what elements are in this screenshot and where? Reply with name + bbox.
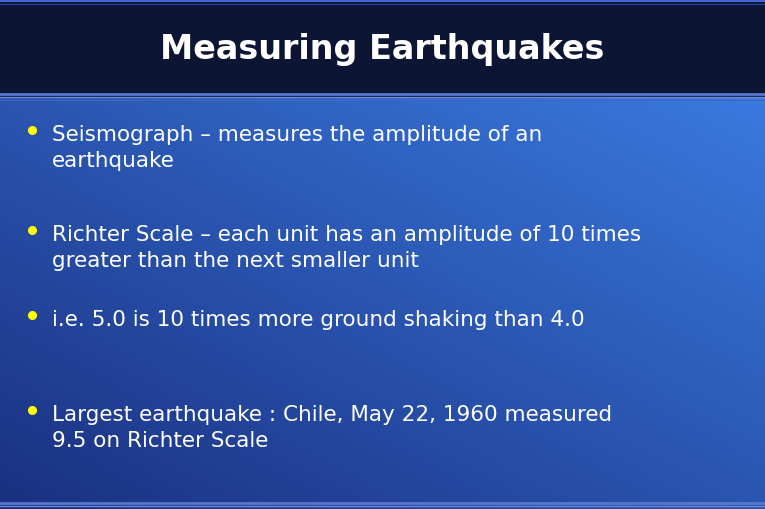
- Text: Richter Scale – each unit has an amplitude of 10 times
greater than the next sma: Richter Scale – each unit has an amplitu…: [52, 224, 641, 271]
- Text: Measuring Earthquakes: Measuring Earthquakes: [160, 33, 604, 65]
- Text: Largest earthquake : Chile, May 22, 1960 measured
9.5 on Richter Scale: Largest earthquake : Chile, May 22, 1960…: [52, 404, 612, 450]
- Bar: [0, 0, 765, 98]
- Text: i.e. 5.0 is 10 times more ground shaking than 4.0: i.e. 5.0 is 10 times more ground shaking…: [52, 309, 584, 329]
- Text: Seismograph – measures the amplitude of an
earthquake: Seismograph – measures the amplitude of …: [52, 125, 542, 171]
